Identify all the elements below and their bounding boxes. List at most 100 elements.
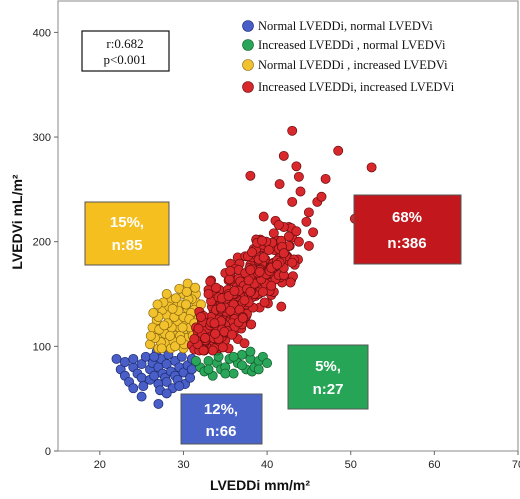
point-increased-increased — [189, 334, 200, 344]
point-normal-increased — [165, 330, 176, 341]
point-increased-increased — [237, 313, 248, 324]
point-increased-normal — [191, 356, 201, 366]
legend-label-normal-increased: Normal LVEDDi , increased LVEDVi — [258, 58, 448, 72]
annotation-count: n:66 — [206, 423, 237, 440]
point-increased-increased — [293, 171, 304, 182]
point-increased-increased — [278, 248, 289, 259]
annotation-percent: 5%, — [315, 358, 341, 375]
point-increased-increased — [196, 312, 206, 322]
annotation-box-increased-normal: 5%, n:27 — [287, 344, 369, 410]
point-increased-increased — [287, 257, 298, 268]
point-increased-normal — [228, 368, 239, 379]
point-increased-increased — [254, 267, 265, 277]
point-increased-normal — [237, 349, 247, 360]
y-tick-label: 200 — [33, 237, 51, 249]
annotation-box-normal-normal: 12%, n:66 — [180, 393, 263, 445]
point-normal-normal — [153, 398, 164, 409]
point-normal-increased — [148, 307, 159, 318]
points-layer — [111, 125, 377, 409]
annotation-box-bg — [353, 194, 462, 265]
point-increased-normal — [262, 358, 273, 369]
point-increased-increased — [200, 333, 211, 343]
point-increased-increased — [291, 161, 302, 172]
annotation-count: n:386 — [387, 235, 426, 252]
legend-label-normal-normal: Normal LVEDDi, normal LVEDVi — [258, 19, 433, 33]
legend: Normal LVEDDi, normal LVEDVi Increased L… — [242, 19, 455, 94]
stats-r: r:0.682 — [106, 36, 143, 51]
legend-label-increased-increased: Increased LVEDDi, increased LVEDVi — [258, 80, 455, 94]
point-increased-increased — [207, 345, 218, 356]
stats-p: p<0.001 — [103, 52, 146, 67]
point-normal-normal — [136, 359, 147, 370]
point-increased-increased — [273, 220, 284, 230]
point-normal-increased — [177, 322, 188, 333]
point-increased-increased — [285, 277, 296, 288]
point-normal-increased — [170, 293, 181, 304]
point-increased-increased — [193, 323, 204, 334]
point-increased-increased — [268, 228, 279, 239]
point-increased-normal — [253, 364, 264, 375]
point-increased-increased — [246, 319, 257, 330]
point-normal-increased — [156, 343, 167, 354]
point-normal-normal — [136, 372, 147, 383]
point-increased-increased — [291, 226, 302, 237]
point-increased-increased — [245, 286, 256, 297]
y-tick-label: 0 — [45, 446, 51, 458]
point-normal-increased — [145, 330, 156, 341]
annotation-box-increased-increased: 68% n:386 — [353, 194, 462, 265]
point-increased-increased — [308, 227, 319, 238]
point-increased-increased — [366, 162, 377, 173]
point-normal-normal — [149, 351, 160, 362]
point-normal-increased — [181, 299, 191, 310]
annotation-percent: 12%, — [204, 401, 238, 418]
point-increased-increased — [203, 289, 214, 299]
point-increased-increased — [295, 186, 306, 197]
point-normal-increased — [159, 320, 170, 331]
x-tick-label: 40 — [261, 459, 273, 471]
point-normal-normal — [111, 353, 122, 364]
point-increased-normal — [203, 356, 214, 366]
annotation-count: n:27 — [313, 381, 344, 398]
point-increased-increased — [258, 211, 269, 222]
point-normal-normal — [128, 353, 139, 364]
point-normal-normal — [119, 357, 130, 367]
x-tick-label: 60 — [428, 459, 440, 471]
point-normal-normal — [176, 351, 187, 362]
x-tick-label: 70 — [512, 459, 520, 471]
x-tick-label: 30 — [177, 459, 189, 471]
point-increased-increased — [274, 179, 285, 190]
point-increased-increased — [225, 305, 236, 316]
point-increased-increased — [239, 295, 250, 306]
point-increased-increased — [205, 276, 216, 287]
x-tick-label: 20 — [94, 459, 106, 471]
point-increased-increased — [283, 231, 294, 242]
annotation-percent: 15%, — [110, 214, 144, 231]
point-normal-normal — [136, 391, 147, 402]
x-axis-title: LVEDDi mm/m² — [210, 477, 310, 493]
legend-marker-normal-increased — [242, 59, 254, 71]
point-increased-normal — [228, 351, 239, 362]
stats-box-frame — [81, 30, 170, 72]
point-increased-increased — [320, 173, 331, 184]
point-increased-increased — [224, 274, 235, 285]
point-normal-increased — [181, 286, 192, 297]
point-increased-increased — [259, 297, 270, 308]
point-increased-increased — [287, 125, 298, 136]
point-normal-normal — [174, 381, 185, 392]
annotation-box-normal-increased: 15%, n:85 — [84, 201, 170, 266]
point-increased-increased — [303, 240, 314, 251]
legend-marker-increased-increased — [242, 81, 254, 93]
point-increased-increased — [263, 245, 274, 256]
point-increased-increased — [245, 265, 256, 275]
stats-box: r:0.682 p<0.001 — [81, 30, 170, 72]
point-increased-increased — [303, 207, 314, 218]
y-axis-title: LVEDVi mL/m² — [9, 174, 25, 270]
point-increased-increased — [217, 342, 228, 353]
annotation-percent: 68% — [392, 209, 422, 226]
point-increased-increased — [266, 280, 277, 291]
point-increased-increased — [209, 318, 220, 329]
point-increased-increased — [239, 338, 250, 349]
point-increased-increased — [211, 282, 222, 293]
ticks-layer: 20 30 40 50 60 70 0 100 200 300 400 — [33, 27, 520, 471]
